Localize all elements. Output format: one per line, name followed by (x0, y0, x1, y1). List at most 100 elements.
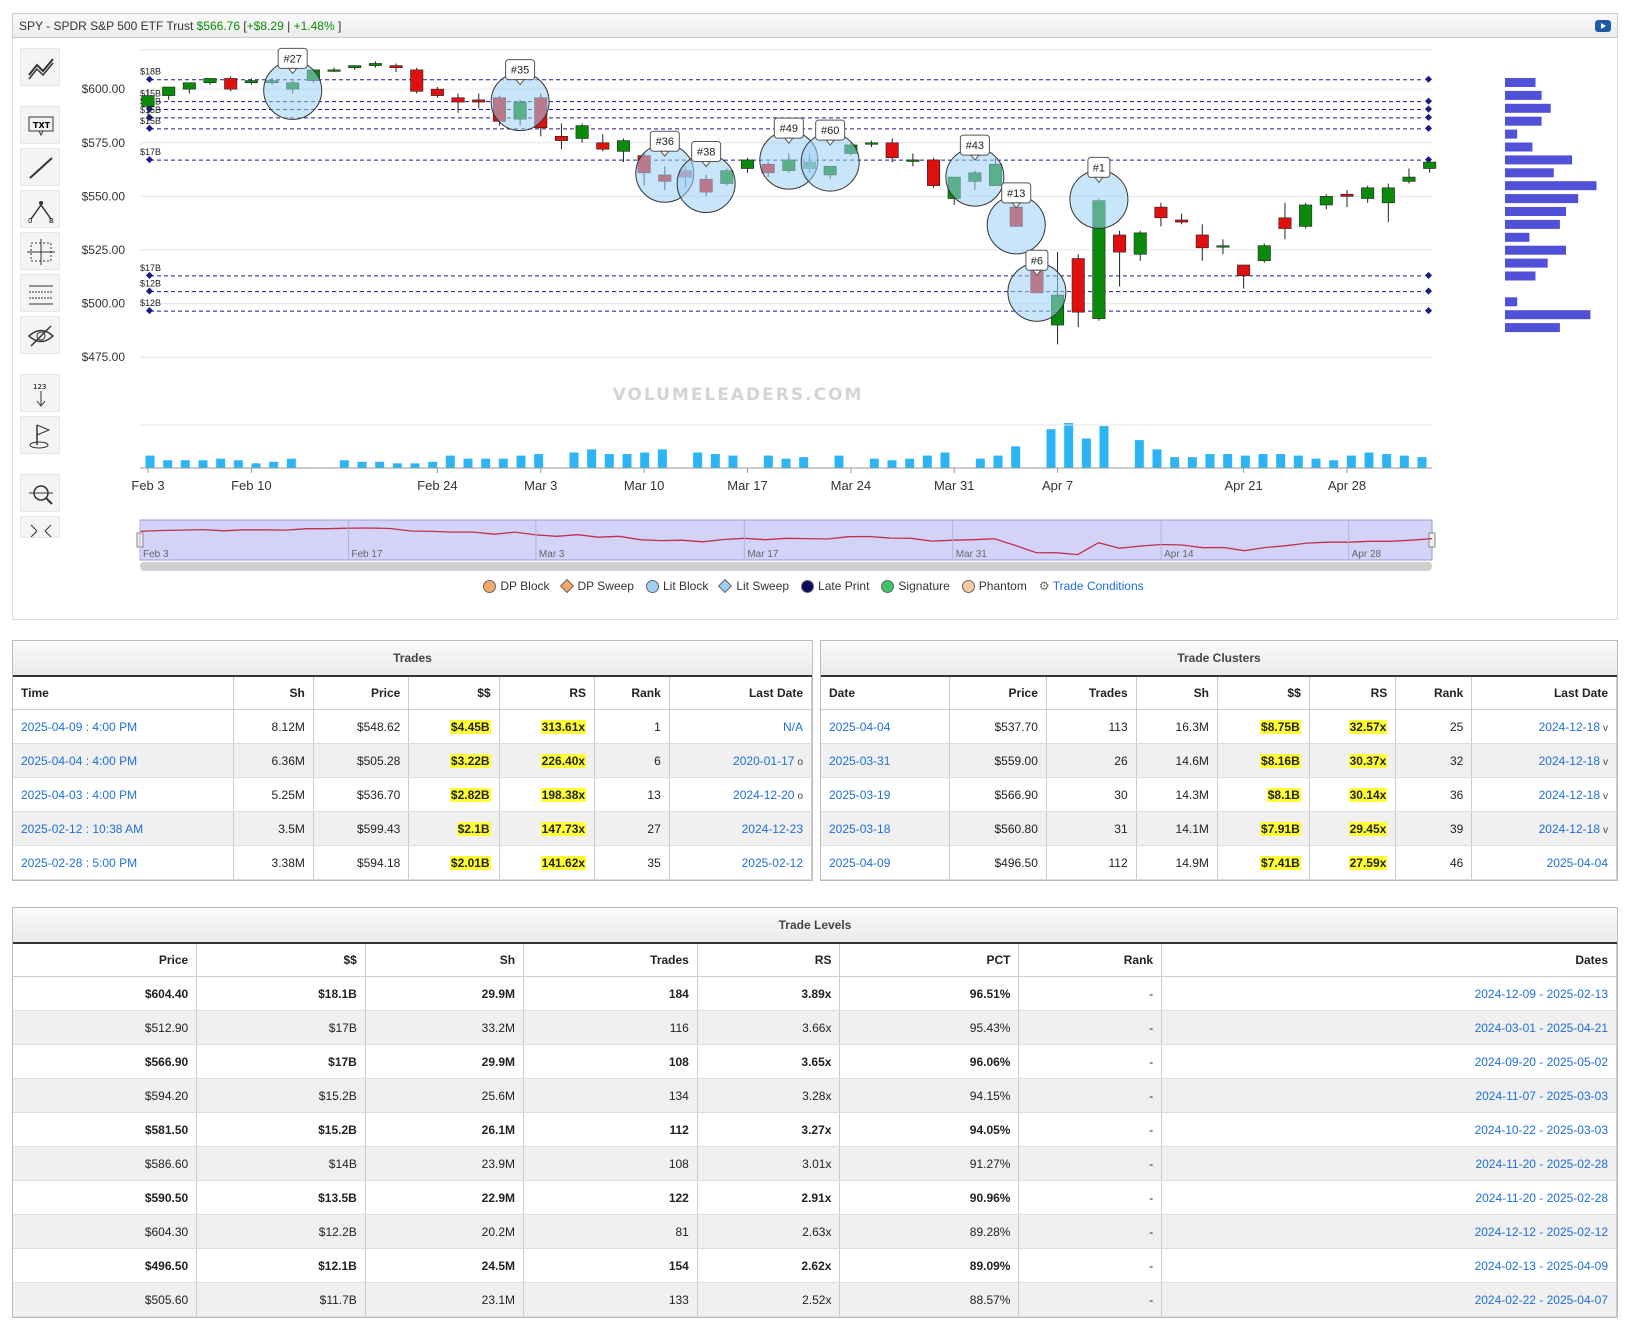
date-range-link[interactable]: 2024-03-01 - 2025-04-21 (1161, 1010, 1617, 1045)
last-date-link[interactable]: 2024-12-18 v (1471, 777, 1617, 812)
table-cell: - (1018, 1010, 1163, 1045)
table-row[interactable]: $604.40 $18.1B 29.9M 184 3.89x 96.51% -2024-12… (13, 976, 1617, 1011)
table-cell: 141.62x (499, 845, 596, 880)
column-header[interactable]: Sh (1136, 677, 1218, 710)
fullscreen-icon[interactable] (20, 516, 60, 538)
trade-time-link[interactable]: 2025-04-03 : 4:00 PM (13, 777, 234, 812)
column-header[interactable]: Price (13, 944, 198, 977)
table-row[interactable]: 2025-03-31 $559.00 26 14.6M $8.16B 30.37x 32 20… (821, 743, 1617, 778)
last-date-link[interactable]: 2025-04-04 (1471, 845, 1617, 880)
last-date-link[interactable]: 2024-12-18 v (1471, 811, 1617, 846)
table-row[interactable]: $586.60 $14B 23.9M 108 3.01x 91.27% -2024-11-2… (13, 1146, 1617, 1181)
table-row[interactable]: 2025-04-04 : 4:00 PM 6.36M $505.28 $3.22B 22… (13, 743, 813, 778)
date-range-link[interactable]: 2024-11-20 - 2025-02-28 (1161, 1146, 1617, 1181)
column-header[interactable]: Time (13, 677, 234, 710)
table-row[interactable]: 2025-03-18 $560.80 31 14.1M $7.91B 29.45x 39 20… (821, 811, 1617, 846)
date-range-link[interactable]: 2024-02-22 - 2025-04-07 (1161, 1282, 1617, 1317)
column-header[interactable]: Price (313, 677, 410, 710)
cluster-date-link[interactable]: 2025-04-09 (821, 845, 950, 880)
table-cell: - (1018, 976, 1163, 1011)
table-row[interactable]: 2025-02-28 : 5:00 PM 3.38M $594.18 $2.01B 14… (13, 845, 813, 880)
table-row[interactable]: $505.60 $11.7B 23.1M 133 2.52x 88.57% -2024-02… (13, 1282, 1617, 1317)
table-row[interactable]: 2025-02-12 : 10:38 AM 3.5M $599.43 $2.1B 147… (13, 811, 813, 846)
column-header[interactable]: Rank (594, 677, 670, 710)
date-range-link[interactable]: 2024-11-20 - 2025-02-28 (1161, 1180, 1617, 1215)
trade-time-link[interactable]: 2025-02-12 : 10:38 AM (13, 811, 234, 846)
price-chart[interactable]: $600.00 $575.00 $550.00 $525.00 $500.00 $475.… (0, 0, 1627, 575)
table-row[interactable]: 2025-03-19 $566.90 30 14.3M $8.1B 30.14x 36 202… (821, 777, 1617, 812)
last-date-link[interactable]: 2025-02-12 (669, 845, 813, 880)
date-range-link[interactable]: 2024-10-22 - 2025-03-03 (1161, 1112, 1617, 1147)
column-header[interactable]: $$ (1217, 677, 1310, 710)
trade-time-link[interactable]: 2025-04-09 : 4:00 PM (13, 709, 234, 744)
column-header[interactable]: Sh (365, 944, 525, 977)
column-header[interactable]: Rank (1395, 677, 1473, 710)
table-row[interactable]: 2025-04-04 $537.70 113 16.3M $8.75B 32.57x 25 2… (821, 709, 1617, 744)
column-header[interactable]: RS (1309, 677, 1397, 710)
legend-item-trade-conditions[interactable]: ⚙ Trade Conditions (1039, 579, 1144, 593)
table-row[interactable]: $581.50 $15.2B 26.1M 112 3.27x 94.05% -2024-10… (13, 1112, 1617, 1147)
legend-item-lit-sweep[interactable]: Lit Sweep (718, 578, 789, 594)
table-row[interactable]: 2025-04-09 $496.50 112 14.9M $7.41B 27.59x 46 2… (821, 845, 1617, 880)
cluster-date-link[interactable]: 2025-03-18 (821, 811, 950, 846)
level-label: $15B (140, 105, 161, 115)
legend-item-dp-block[interactable]: DP Block (483, 579, 550, 593)
legend-item-signature[interactable]: Signature (881, 579, 950, 593)
column-header[interactable]: Rank (1018, 944, 1163, 977)
table-row[interactable]: 2025-04-09 : 4:00 PM 8.12M $548.62 $4.45B 31… (13, 709, 813, 744)
last-date-link[interactable]: 2024-12-20 o (669, 777, 813, 812)
column-header[interactable]: Date (821, 677, 950, 710)
date-range-link[interactable]: 2024-09-20 - 2025-05-02 (1161, 1044, 1617, 1079)
table-row[interactable]: $512.90 $17B 33.2M 116 3.66x 95.43% -2024-03-0… (13, 1010, 1617, 1045)
date-range-link[interactable]: 2024-12-12 - 2025-02-12 (1161, 1214, 1617, 1249)
last-date-link[interactable]: 2024-12-18 v (1471, 743, 1617, 778)
column-header[interactable]: Price (949, 677, 1047, 710)
cluster-date-link[interactable]: 2025-03-31 (821, 743, 950, 778)
table-row[interactable]: $590.50 $13.5B 22.9M 122 2.91x 90.96% -2024-11… (13, 1180, 1617, 1215)
column-header[interactable]: Last Date (1471, 677, 1617, 710)
numbering-icon[interactable]: 123 (20, 374, 60, 412)
column-header[interactable]: RS (697, 944, 841, 977)
legend-item-dp-sweep[interactable]: DP Sweep (559, 578, 634, 594)
last-date-link[interactable]: 2020-01-17 o (669, 743, 813, 778)
horizontal-lines-icon[interactable] (20, 274, 60, 312)
last-date-link[interactable]: 2024-12-18 v (1471, 709, 1617, 744)
table-row[interactable]: $566.90 $17B 29.9M 108 3.65x 96.06% -2024-09-2… (13, 1044, 1617, 1079)
indicators-icon[interactable] (20, 48, 60, 86)
legend-item-late-print[interactable]: Late Print (801, 579, 869, 593)
cluster-date-link[interactable]: 2025-03-19 (821, 777, 950, 812)
column-header[interactable]: PCT (839, 944, 1020, 977)
video-icon[interactable] (1595, 20, 1611, 32)
table-row[interactable]: $604.30 $12.2B 20.2M 81 2.63x 89.28% -2024-12-… (13, 1214, 1617, 1249)
table-row[interactable]: $496.50 $12.1B 24.5M 154 2.62x 89.09% -2024-02… (13, 1248, 1617, 1283)
column-header[interactable]: RS (499, 677, 596, 710)
text-annotation-icon[interactable]: TXT (20, 106, 60, 144)
last-date-link[interactable]: 2024-12-23 (669, 811, 813, 846)
date-range-link[interactable]: 2024-11-07 - 2025-03-03 (1161, 1078, 1617, 1113)
date-range-link[interactable]: 2024-02-13 - 2025-04-09 (1161, 1248, 1617, 1283)
table-row[interactable]: 2025-04-03 : 4:00 PM 5.25M $536.70 $2.82B 19… (13, 777, 813, 812)
last-date-link[interactable]: N/A (669, 709, 813, 744)
zoom-icon[interactable] (20, 474, 60, 512)
svg-text:TXT: TXT (33, 121, 51, 130)
column-header[interactable]: $$ (196, 944, 366, 977)
column-header[interactable]: Sh (233, 677, 314, 710)
table-cell: 36 (1395, 777, 1473, 812)
column-header[interactable]: Trades (1046, 677, 1137, 710)
column-header[interactable]: $$ (408, 677, 500, 710)
hide-drawings-icon[interactable] (20, 316, 60, 354)
legend-item-lit-block[interactable]: Lit Block (645, 579, 708, 593)
legend-item-phantom[interactable]: Phantom (961, 579, 1027, 593)
column-header[interactable]: Dates (1161, 944, 1617, 977)
column-header[interactable]: Trades (523, 944, 698, 977)
table-row[interactable]: $594.20 $15.2B 25.6M 134 3.28x 94.15% -2024-11… (13, 1078, 1617, 1113)
column-header[interactable]: Last Date (669, 677, 813, 710)
trade-time-link[interactable]: 2025-02-28 : 5:00 PM (13, 845, 234, 880)
flag-icon[interactable] (20, 416, 60, 454)
crosshair-measure-icon[interactable] (20, 232, 60, 270)
cluster-date-link[interactable]: 2025-04-04 (821, 709, 950, 744)
trade-time-link[interactable]: 2025-04-04 : 4:00 PM (13, 743, 234, 778)
date-range-link[interactable]: 2024-12-09 - 2025-02-13 (1161, 976, 1617, 1011)
line-draw-icon[interactable] (20, 148, 60, 186)
